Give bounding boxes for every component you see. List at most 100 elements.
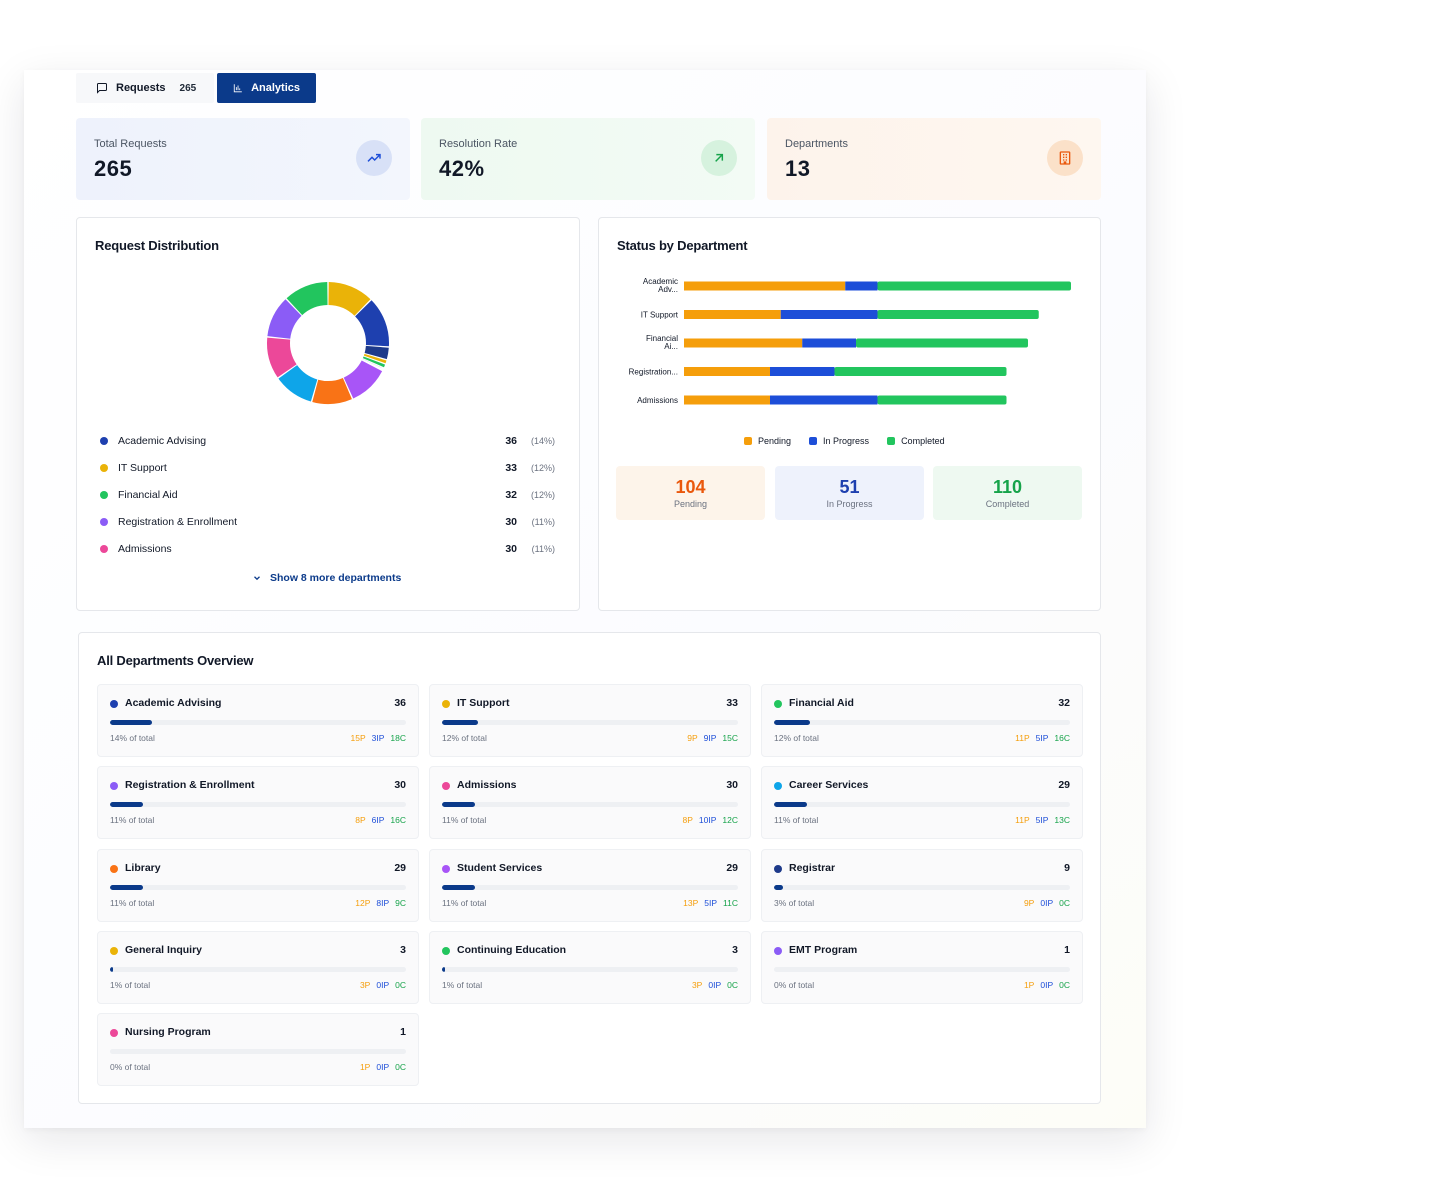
pending-count: 11P — [1015, 815, 1030, 825]
y-tick-label: Admissions — [637, 396, 678, 405]
department-tile[interactable]: Career Services 29 11% of total 11P 5IP 13C — [761, 766, 1083, 839]
donut-slice[interactable] — [312, 377, 352, 404]
bar-segment[interactable] — [684, 310, 781, 319]
department-share-fill — [110, 885, 143, 890]
building-icon — [1047, 140, 1083, 176]
department-name: Registration & Enrollment — [125, 779, 255, 791]
donut-slice[interactable] — [267, 299, 302, 339]
department-share-fill — [442, 967, 445, 972]
legend-dot — [100, 437, 108, 445]
legend-count: 33 — [505, 462, 517, 474]
department-name: Admissions — [457, 779, 517, 791]
department-dot — [774, 947, 782, 955]
bar-segment[interactable] — [877, 281, 1072, 291]
summary-value: 104 — [675, 477, 706, 497]
donut-slice[interactable] — [363, 353, 387, 364]
bar-segment[interactable] — [845, 281, 878, 291]
department-share-fill — [442, 802, 475, 807]
bar-segment[interactable] — [856, 338, 1028, 348]
department-status-counts: 3P 0IP 0C — [692, 980, 738, 990]
department-tile[interactable]: General Inquiry 3 1% of total 3P 0IP 0C — [97, 931, 419, 1004]
department-share-bar — [110, 967, 406, 972]
tab-analytics[interactable]: Analytics — [217, 73, 316, 103]
show-more-departments-button[interactable]: Show 8 more departments — [252, 572, 401, 584]
department-dot — [774, 700, 782, 708]
department-tile[interactable]: Continuing Education 3 1% of total 3P 0IP 0C — [429, 931, 751, 1004]
department-share-fill — [774, 885, 783, 890]
donut-slice[interactable] — [343, 360, 383, 399]
department-tile[interactable]: IT Support 33 12% of total 9P 9IP 15C — [429, 684, 751, 757]
bar-segment[interactable] — [684, 395, 770, 405]
chevron-down-icon — [254, 576, 260, 581]
legend-pending: Pending — [744, 436, 791, 446]
in-progress-count: 0IP — [1040, 898, 1054, 908]
donut-slice[interactable] — [362, 358, 384, 369]
donut-slice[interactable] — [364, 345, 389, 360]
pending-count: 1P — [1023, 980, 1035, 990]
bar-segment[interactable] — [770, 395, 878, 405]
donut-slice[interactable] — [328, 282, 371, 316]
department-dot — [110, 700, 118, 708]
bar-segment[interactable] — [684, 338, 803, 348]
department-count: 29 — [1058, 779, 1070, 791]
donut-slice[interactable] — [286, 282, 328, 316]
department-dot — [442, 782, 450, 790]
department-tile[interactable]: Student Services 29 11% of total 13P 5IP 11C — [429, 849, 751, 922]
department-status-counts: 1P 0IP 0C — [1024, 980, 1070, 990]
department-tile[interactable]: Academic Advising 36 14% of total 15P 3IP 18C — [97, 684, 419, 757]
legend-dot — [100, 464, 108, 472]
legend-label: In Progress — [823, 436, 870, 446]
department-tile[interactable]: Financial Aid 32 12% of total 11P 5IP 16C — [761, 684, 1083, 757]
legend-swatch — [744, 437, 752, 445]
bar-segment[interactable] — [802, 338, 856, 348]
completed-count: 12C — [722, 815, 738, 825]
department-tile[interactable]: EMT Program 1 0% of total 1P 0IP 0C — [761, 931, 1083, 1004]
pending-count: 13P — [683, 898, 699, 908]
donut-slice[interactable] — [267, 337, 297, 378]
department-share-bar — [774, 967, 1070, 972]
bar-segment[interactable] — [684, 367, 770, 376]
in-progress-count: 10IP — [698, 815, 717, 825]
department-share-text: 12% of total — [442, 733, 487, 743]
department-dot — [774, 782, 782, 790]
department-tile[interactable]: Library 29 11% of total 12P 8IP 9C — [97, 849, 419, 922]
department-tile[interactable]: Admissions 30 11% of total 8P 10IP 12C — [429, 766, 751, 839]
completed-count: 18C — [390, 733, 406, 743]
donut-slice[interactable] — [355, 300, 389, 347]
pending-count: 8P — [355, 815, 366, 825]
department-share-text: 14% of total — [110, 733, 155, 743]
department-name: Financial Aid — [789, 697, 854, 709]
tab-requests[interactable]: Requests 265 — [76, 73, 214, 103]
bar-segment[interactable] — [780, 310, 878, 319]
department-name: General Inquiry — [125, 944, 203, 956]
in-progress-count: 9IP — [703, 733, 717, 743]
department-name: IT Support — [457, 697, 510, 709]
department-share-text: 0% of total — [110, 1062, 151, 1072]
bar-segment[interactable] — [834, 367, 1007, 376]
department-tile[interactable]: Registration & Enrollment 30 11% of total 8… — [97, 766, 419, 839]
completed-count: 0C — [1059, 898, 1070, 908]
completed-count: 16C — [1054, 733, 1070, 743]
pending-count: 11P — [1015, 733, 1030, 743]
department-tile[interactable]: Registrar 9 3% of total 9P 0IP 0C — [761, 849, 1083, 922]
legend-name: Academic Advising — [118, 435, 207, 447]
legend-item: Registration & Enrollment 30 (11%) — [100, 514, 555, 530]
department-tile[interactable]: Nursing Program 1 0% of total 1P 0IP 0C — [97, 1013, 419, 1086]
donut-slice[interactable] — [362, 359, 383, 370]
bar-segment[interactable] — [770, 367, 835, 376]
bar-segment[interactable] — [684, 281, 846, 291]
legend-item: Academic Advising 36 (14%) — [100, 433, 555, 449]
donut-slice[interactable] — [278, 365, 318, 402]
y-tick-label: IT Support — [641, 311, 679, 320]
department-share-text: 11% of total — [442, 898, 487, 908]
view-tabs: Requests 265 Analytics — [76, 73, 316, 103]
department-name: Academic Advising — [125, 697, 222, 709]
department-share-fill — [110, 802, 143, 807]
bar-segment[interactable] — [877, 395, 1007, 405]
department-dot — [110, 865, 118, 873]
bar-segment[interactable] — [877, 310, 1039, 319]
donut-slice[interactable] — [362, 356, 386, 368]
completed-count: 0C — [1059, 980, 1070, 990]
departments-overview-title: All Departments Overview — [97, 653, 254, 668]
stat-value: 13 — [785, 156, 811, 181]
